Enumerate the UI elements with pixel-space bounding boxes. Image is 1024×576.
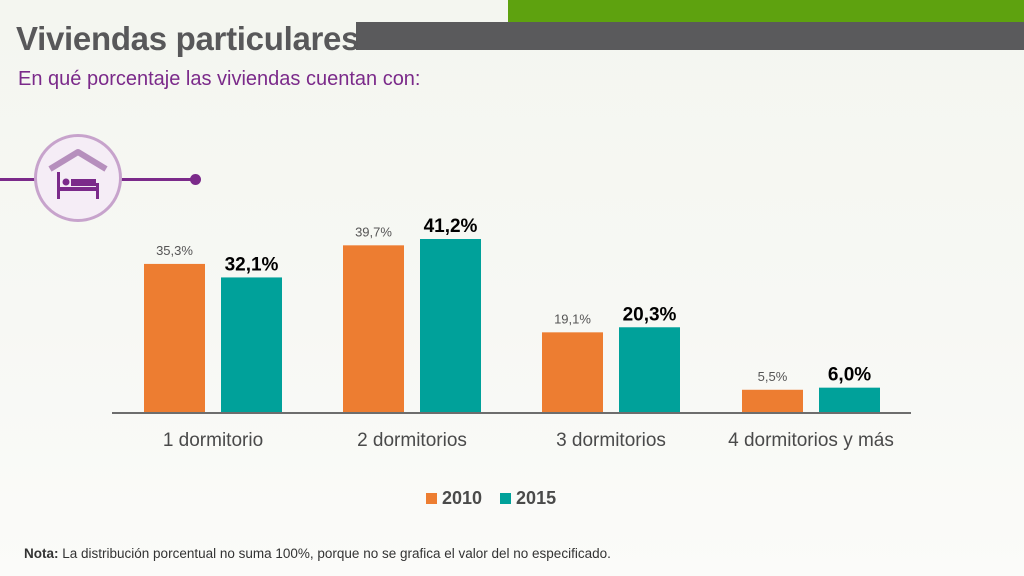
legend-swatch-2015: [500, 493, 512, 504]
bar-2010-2-dormitorios: [343, 245, 404, 413]
bar-2015-3-dormitorios: [619, 327, 680, 413]
icon-connector-left: [0, 178, 38, 181]
icon-connector-right: [120, 178, 194, 181]
x-tick-label-4-dormitorios-y-mas: 4 dormitorios y más: [728, 430, 894, 451]
bed-house-icon: [48, 149, 108, 199]
page-subtitle: En qué porcentaje las viviendas cuentan …: [18, 68, 421, 90]
legend-swatch-2010: [426, 493, 437, 504]
x-tick-label-2-dormitorios: 2 dormitorios: [357, 430, 467, 451]
chart-legend: 2010 2015: [426, 488, 556, 509]
data-label-2010-2-dormitorios: 39,7%: [355, 224, 392, 239]
bar-2010-4-dormitorios-y-mas: [742, 389, 803, 413]
bar-2010-1-dormitorio: [144, 263, 205, 413]
data-label-2015-4-dormitorios-y-mas: 6,0%: [828, 365, 871, 386]
x-tick-label-3-dormitorios: 3 dormitorios: [556, 430, 666, 451]
data-label-2010-4-dormitorios-y-mas: 5,5%: [758, 369, 788, 384]
bar-2015-2-dormitorios: [420, 239, 481, 413]
legend-item-2015: 2015: [500, 488, 556, 509]
header-gray-band: [356, 22, 1024, 50]
bar-2015-4-dormitorios-y-mas: [819, 387, 880, 413]
legend-label-2010: 2010: [442, 488, 483, 508]
bed-house-icon-badge: [34, 134, 122, 222]
data-label-2015-1-dormitorio: 32,1%: [225, 254, 279, 275]
footnote: Nota: La distribución porcentual no suma…: [24, 546, 611, 561]
x-tick-label-1-dormitorio: 1 dormitorio: [163, 430, 263, 451]
legend-label-2015: 2015: [516, 488, 557, 508]
data-label-2015-3-dormitorios: 20,3%: [623, 304, 677, 325]
footnote-text: La distribución porcentual no suma 100%,…: [58, 546, 611, 561]
bar-2015-1-dormitorio: [221, 277, 282, 413]
page-title: Viviendas particulares: [16, 20, 360, 57]
legend-item-2010: 2010: [426, 488, 482, 509]
header-green-band: [508, 0, 1024, 22]
footnote-label: Nota:: [24, 546, 59, 561]
icon-connector-dot: [190, 174, 201, 185]
data-label-2010-3-dormitorios: 19,1%: [554, 311, 591, 326]
data-label-2015-2-dormitorios: 41,2%: [424, 216, 478, 237]
bar-2010-3-dormitorios: [542, 332, 603, 413]
data-label-2010-1-dormitorio: 35,3%: [156, 243, 193, 258]
